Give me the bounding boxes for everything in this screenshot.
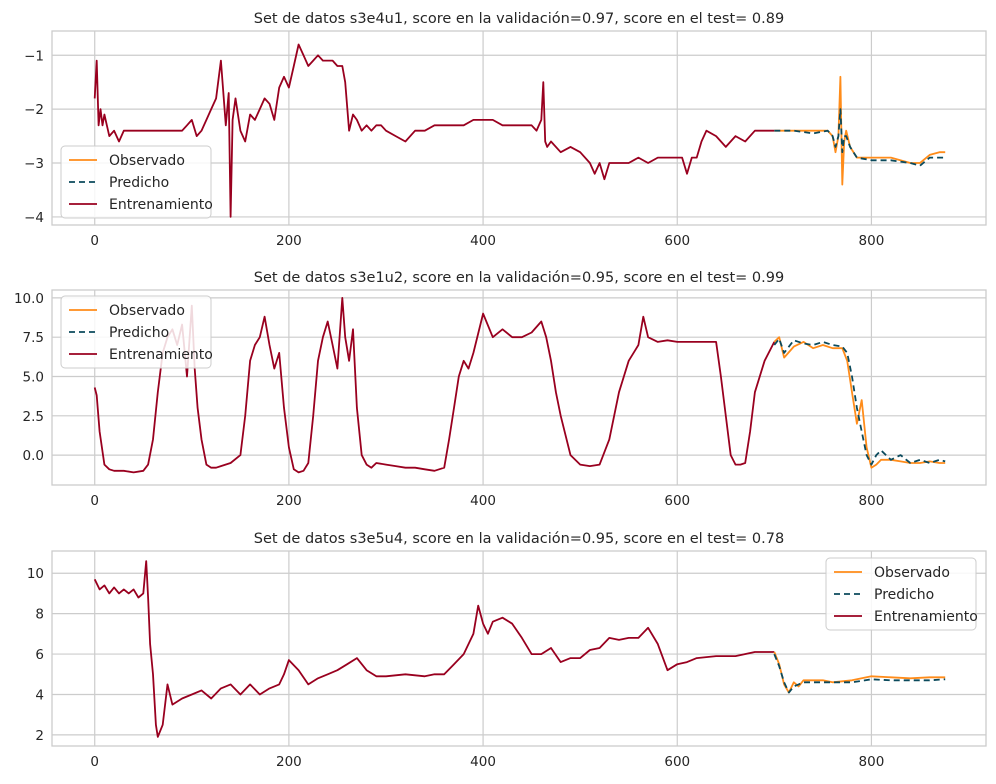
legend-label-entrenamiento: Entrenamiento [109,347,213,363]
legend: Observado Predicho Entrenamiento [60,145,213,219]
legend-label-observado: Observado [109,153,185,169]
y-tick-label: 5.0 [23,369,44,385]
legend: Observado Predicho Entrenamiento [825,557,978,631]
x-tick-label: 0 [90,754,99,770]
y-tick-label: −4 [24,210,44,226]
legend-label-entrenamiento: Entrenamiento [874,609,978,625]
y-tick-label: 6 [35,647,44,663]
legend-box [825,557,977,631]
series-line-predicho [773,653,946,694]
legend-box [60,295,212,369]
series-line-entrenamiento [93,560,775,738]
legend-label-predicho: Predicho [109,325,169,341]
y-tick-label: 8 [35,607,44,623]
x-tick-label: 600 [664,493,690,509]
legend-label-predicho: Predicho [109,175,169,191]
legend-label-observado: Observado [874,565,950,581]
x-tick-label: 0 [90,493,99,509]
legend: Observado Predicho Entrenamiento [60,295,213,369]
x-tick-label: 200 [276,233,302,249]
legend-label-observado: Observado [109,303,185,319]
y-tick-label: −1 [24,48,44,64]
x-tick-label: 800 [859,754,885,770]
legend-box [60,145,212,219]
x-tick-label: 600 [664,754,690,770]
x-tick-label: 400 [470,493,496,509]
chart-panel-1: Set de datos s3e4u1, score en la validac… [24,11,987,249]
axes-frame [51,289,987,486]
y-tick-label: 2.5 [23,409,44,425]
x-tick-label: 600 [664,233,690,249]
series-line-observado [773,651,946,694]
y-tick-label: 0.0 [23,448,44,464]
x-tick-label: 200 [276,493,302,509]
y-tick-label: 7.5 [23,330,44,346]
x-tick-label: 200 [276,754,302,770]
chart-panel-2: Set de datos s3e1u2, score en la validac… [14,270,987,509]
axes-frame [51,550,987,747]
series-line-predicho [773,337,946,466]
legend-label-predicho: Predicho [874,587,934,603]
y-tick-label: −2 [24,102,44,118]
series-line-predicho [774,108,946,167]
y-tick-label: 4 [35,687,44,703]
x-tick-label: 800 [859,493,885,509]
y-tick-label: 2 [35,728,44,744]
x-tick-label: 400 [470,754,496,770]
x-tick-label: 400 [470,233,496,249]
legend-label-entrenamiento: Entrenamiento [109,197,213,213]
y-tick-label: 10.0 [14,291,44,307]
chart-panel-3: Set de datos s3e5u4, score en la validac… [27,531,987,770]
y-tick-label: −3 [24,156,44,172]
series-line-observado [773,336,946,469]
y-tick-label: 10 [27,566,44,582]
x-tick-label: 800 [859,233,885,249]
chart-title: Set de datos s3e5u4, score en la validac… [254,531,784,547]
chart-title: Set de datos s3e4u1, score en la validac… [254,11,784,27]
x-tick-label: 0 [90,233,99,249]
axes-frame [51,30,987,226]
series-line-entrenamiento [93,43,775,218]
chart-title: Set de datos s3e1u2, score en la validac… [254,270,784,286]
